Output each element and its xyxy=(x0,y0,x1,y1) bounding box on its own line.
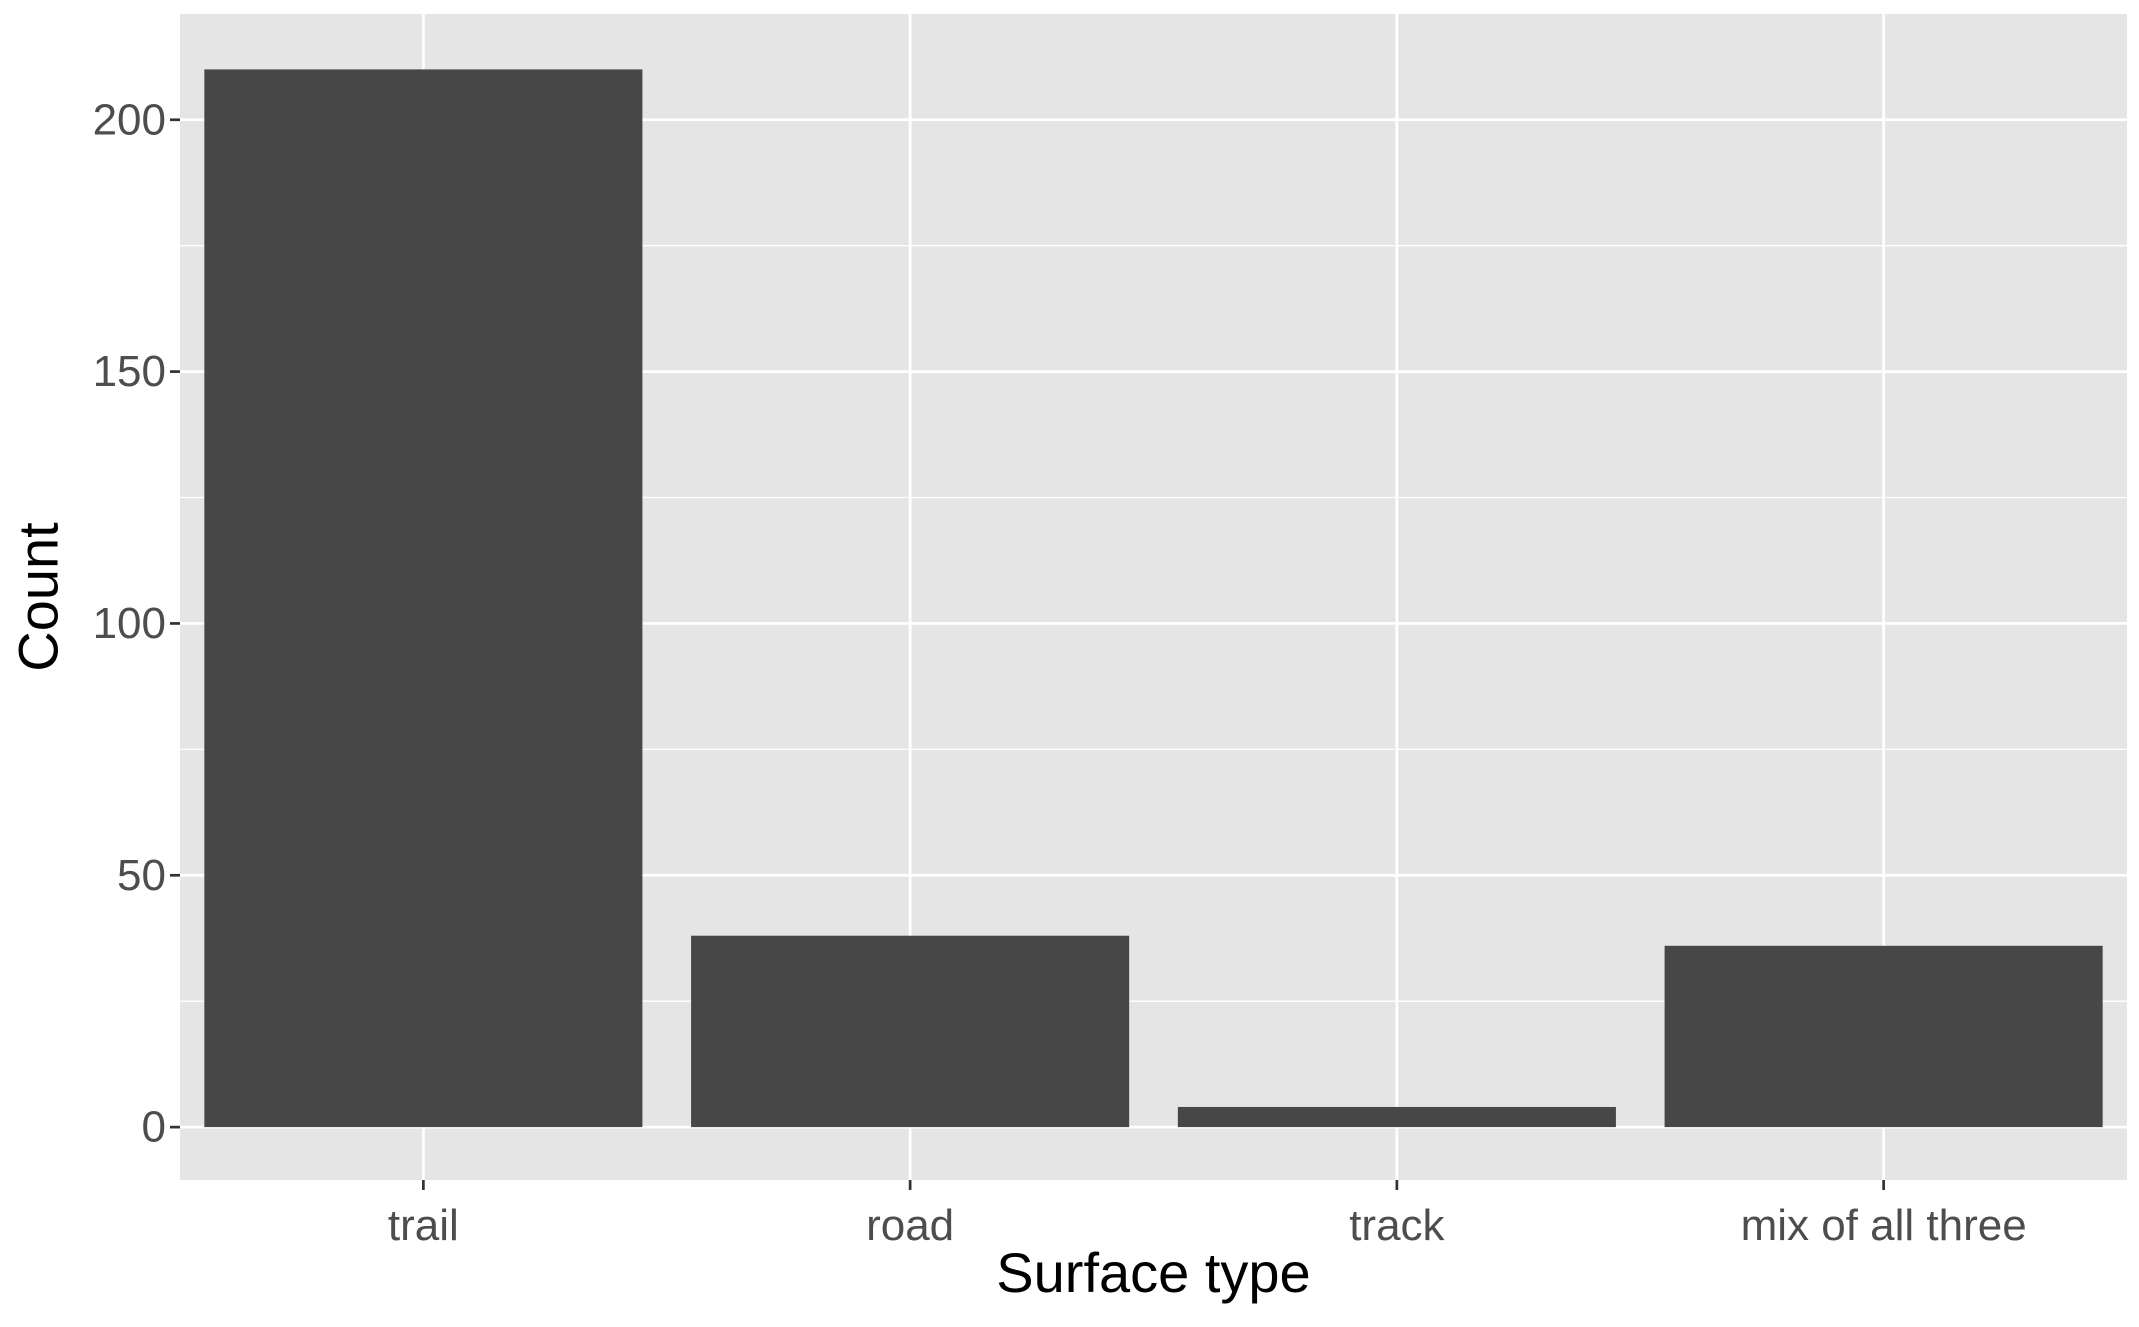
bar-track xyxy=(1177,1106,1616,1128)
bar-road xyxy=(691,935,1130,1128)
y-tick-label: 100 xyxy=(93,599,166,648)
x-tick-label: road xyxy=(866,1201,954,1250)
y-tick-label: 50 xyxy=(117,851,166,900)
y-tick-label: 150 xyxy=(93,347,166,396)
x-tick-label: track xyxy=(1349,1201,1445,1250)
x-tick-label: trail xyxy=(388,1201,459,1250)
y-tick-label: 0 xyxy=(142,1103,166,1152)
bar-mix-of-all-three xyxy=(1664,945,2103,1128)
x-axis-title: Surface type xyxy=(996,1241,1310,1304)
y-axis: 0 50 100 150 200 xyxy=(93,95,180,1152)
y-tick-label: 200 xyxy=(93,95,166,144)
x-axis: trail road track mix of all three xyxy=(388,1180,2027,1250)
x-tick-label: mix of all three xyxy=(1741,1201,2027,1250)
y-axis-title: Count xyxy=(7,522,70,672)
bar-trail xyxy=(204,69,643,1128)
bars-group xyxy=(204,69,2103,1128)
